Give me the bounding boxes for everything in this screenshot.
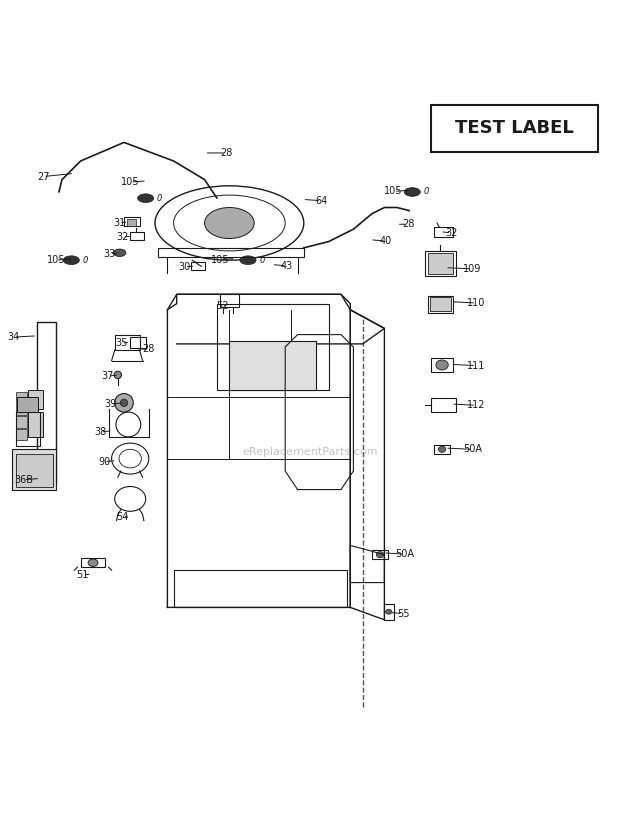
Text: 32: 32	[445, 228, 458, 238]
Text: 112: 112	[467, 400, 485, 411]
Text: 35: 35	[115, 339, 128, 348]
Text: 37: 37	[102, 371, 114, 381]
Ellipse shape	[114, 371, 122, 379]
Text: 36B: 36B	[14, 474, 33, 485]
Text: 28: 28	[143, 344, 155, 354]
Ellipse shape	[88, 559, 98, 567]
Ellipse shape	[438, 446, 446, 452]
FancyBboxPatch shape	[17, 397, 38, 412]
Ellipse shape	[138, 194, 154, 203]
Text: 28: 28	[220, 148, 232, 158]
Text: 34: 34	[7, 332, 20, 342]
Ellipse shape	[113, 249, 126, 257]
Text: 28: 28	[402, 219, 414, 229]
Text: 52: 52	[216, 301, 228, 311]
FancyBboxPatch shape	[16, 416, 27, 428]
FancyBboxPatch shape	[430, 298, 451, 311]
FancyBboxPatch shape	[28, 390, 43, 409]
Text: 30: 30	[179, 262, 191, 272]
Text: 105: 105	[46, 255, 65, 265]
Text: 51: 51	[76, 570, 89, 580]
Text: 0: 0	[259, 256, 265, 265]
Text: TEST LABEL: TEST LABEL	[455, 119, 574, 137]
Ellipse shape	[376, 551, 384, 558]
Text: 109: 109	[463, 264, 482, 274]
Text: 32: 32	[117, 232, 129, 242]
Text: 27: 27	[37, 172, 50, 182]
FancyBboxPatch shape	[229, 341, 316, 390]
Ellipse shape	[120, 399, 128, 407]
Text: eReplacementParts.com: eReplacementParts.com	[242, 447, 378, 457]
Ellipse shape	[436, 360, 448, 370]
Text: 105: 105	[121, 177, 140, 187]
Ellipse shape	[240, 256, 256, 264]
Text: 40: 40	[379, 236, 392, 246]
Text: 43: 43	[280, 261, 293, 271]
Ellipse shape	[205, 208, 254, 239]
Text: 50A: 50A	[395, 549, 414, 559]
FancyBboxPatch shape	[16, 404, 27, 416]
Text: 0: 0	[82, 256, 88, 265]
FancyBboxPatch shape	[16, 454, 53, 487]
Text: 38: 38	[94, 427, 107, 437]
FancyBboxPatch shape	[428, 253, 453, 274]
Ellipse shape	[115, 393, 133, 412]
FancyBboxPatch shape	[16, 429, 27, 440]
Text: 111: 111	[467, 361, 485, 371]
FancyBboxPatch shape	[127, 218, 136, 226]
Text: 39: 39	[104, 399, 117, 409]
Text: 90: 90	[98, 456, 110, 467]
Text: 33: 33	[104, 249, 116, 259]
Text: 31: 31	[113, 218, 125, 228]
Text: 54: 54	[117, 512, 129, 522]
FancyBboxPatch shape	[28, 412, 43, 437]
Text: 110: 110	[467, 298, 485, 308]
Text: 0: 0	[157, 194, 162, 203]
Ellipse shape	[63, 256, 79, 264]
FancyBboxPatch shape	[16, 392, 27, 402]
Ellipse shape	[386, 609, 392, 614]
FancyBboxPatch shape	[12, 449, 56, 490]
Text: 0: 0	[423, 187, 429, 196]
Ellipse shape	[404, 187, 420, 196]
Text: 50A: 50A	[463, 444, 482, 454]
Text: 105: 105	[211, 254, 229, 264]
Text: 55: 55	[397, 609, 409, 618]
Text: 105: 105	[384, 187, 403, 196]
Text: 64: 64	[315, 196, 327, 205]
